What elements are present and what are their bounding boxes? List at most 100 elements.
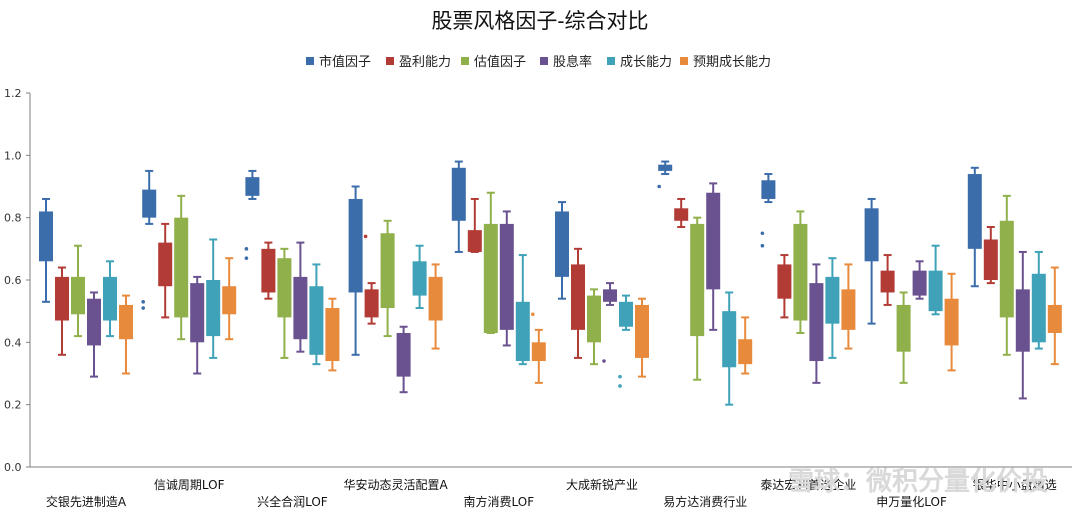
box-5-9 xyxy=(1047,266,1062,366)
box-2-6 xyxy=(690,216,705,381)
box-5-0 xyxy=(119,294,133,375)
box-0-2 xyxy=(244,169,260,260)
x-category-label: 信诚周期LOF xyxy=(154,478,225,492)
box-body xyxy=(467,230,482,252)
x-category-label: 银华中小盘精选 xyxy=(973,477,1057,492)
box-body xyxy=(587,295,601,343)
box-body xyxy=(1031,273,1046,343)
box-body xyxy=(674,208,689,221)
box-body xyxy=(206,280,221,337)
box-body xyxy=(706,192,721,290)
box-body xyxy=(999,220,1014,318)
outlier-point xyxy=(657,184,661,189)
box-body xyxy=(119,304,133,340)
box-body xyxy=(142,189,157,218)
box-body xyxy=(722,311,737,368)
box-0-6 xyxy=(657,160,673,189)
x-category-label: 交银先进制造A xyxy=(46,494,127,509)
box-1-4 xyxy=(467,197,482,253)
legend-item-label: 预期成长能力 xyxy=(693,55,771,70)
box-2-2 xyxy=(277,247,292,359)
box-0-4 xyxy=(451,160,466,253)
box-body xyxy=(55,276,69,321)
legend-swatch xyxy=(680,57,688,65)
y-tick-label: 1.0 xyxy=(4,149,22,162)
box-body xyxy=(277,258,292,318)
box-body xyxy=(174,217,189,318)
box-3-1 xyxy=(190,275,205,375)
box-body xyxy=(928,270,943,312)
box-5-2 xyxy=(325,297,340,372)
box-body xyxy=(864,208,879,262)
box-3-2 xyxy=(293,241,308,353)
box-4-2 xyxy=(309,263,324,366)
box-body xyxy=(483,223,498,333)
box-body xyxy=(896,304,911,352)
box-4-9 xyxy=(1031,250,1046,350)
box-body xyxy=(944,298,959,346)
box-body xyxy=(967,174,982,249)
box-5-5 xyxy=(635,297,649,378)
outlier-point xyxy=(602,359,606,363)
outlier-point xyxy=(760,231,765,236)
box-body xyxy=(190,283,205,343)
outlier-point xyxy=(141,300,145,304)
box-1-2 xyxy=(261,241,276,300)
box-4-1 xyxy=(206,238,221,359)
legend-swatch xyxy=(540,57,548,65)
box-body xyxy=(531,342,546,362)
box-5-3 xyxy=(428,263,443,350)
chart-legend: 市值因子 盈利能力 估值因子 股息率 成长能力 预期成长能力 xyxy=(306,54,771,70)
legend-item-label: 估值因子 xyxy=(474,54,526,70)
box-body xyxy=(841,289,856,330)
box-4-7 xyxy=(825,257,840,359)
box-body xyxy=(658,164,673,171)
box-body xyxy=(348,198,363,293)
box-body xyxy=(309,286,324,355)
y-tick-label: 1.2 xyxy=(4,87,22,100)
box-body xyxy=(39,211,53,262)
box-body xyxy=(555,211,569,277)
y-tick-label: 0.0 xyxy=(4,461,22,474)
box-body xyxy=(428,276,443,321)
box-body xyxy=(396,332,411,377)
legend-item-label: 盈利能力 xyxy=(399,55,451,70)
box-2-9 xyxy=(999,194,1014,356)
x-category-label: 申万量化LOF xyxy=(876,495,947,509)
box-1-8 xyxy=(880,254,895,306)
box-4-4 xyxy=(515,254,530,366)
x-category-label: 泰达宏利首选企业 xyxy=(760,477,856,492)
y-tick-label: 0.4 xyxy=(4,336,22,349)
box-body xyxy=(261,248,276,293)
box-0-8 xyxy=(864,197,879,325)
box-3-3 xyxy=(396,325,411,394)
box-0-3 xyxy=(348,185,363,356)
box-3-0 xyxy=(87,291,101,378)
outlier-point xyxy=(618,374,622,379)
box-body xyxy=(325,308,340,362)
box-5-8 xyxy=(944,272,959,372)
legend-item-label: 市值因子 xyxy=(319,54,371,70)
legend-swatch xyxy=(607,57,615,65)
y-tick-label: 0.6 xyxy=(4,274,22,287)
box-body xyxy=(364,289,379,318)
box-3-6 xyxy=(706,182,721,331)
box-body xyxy=(793,223,808,321)
box-1-5 xyxy=(571,247,585,359)
box-5-4 xyxy=(531,312,546,384)
box-body xyxy=(825,276,840,324)
x-category-label: 易方达消费行业 xyxy=(663,494,747,509)
box-4-5 xyxy=(618,294,633,388)
legend-item-label: 成长能力 xyxy=(620,55,672,70)
box-4-8 xyxy=(928,244,943,316)
box-body xyxy=(690,223,705,337)
outlier-point xyxy=(760,243,765,248)
box-3-9 xyxy=(1015,250,1030,400)
box-2-7 xyxy=(793,210,808,334)
box-body xyxy=(635,304,649,358)
box-body xyxy=(880,270,895,293)
box-body xyxy=(619,301,633,327)
category-labels: 交银先进制造A 信诚周期LOF 兴全合润LOF 华安动态灵活配置A 南方消费LOF 大成新… xyxy=(46,477,1057,509)
y-tick-label: 0.2 xyxy=(4,399,22,412)
box-body xyxy=(983,239,998,280)
